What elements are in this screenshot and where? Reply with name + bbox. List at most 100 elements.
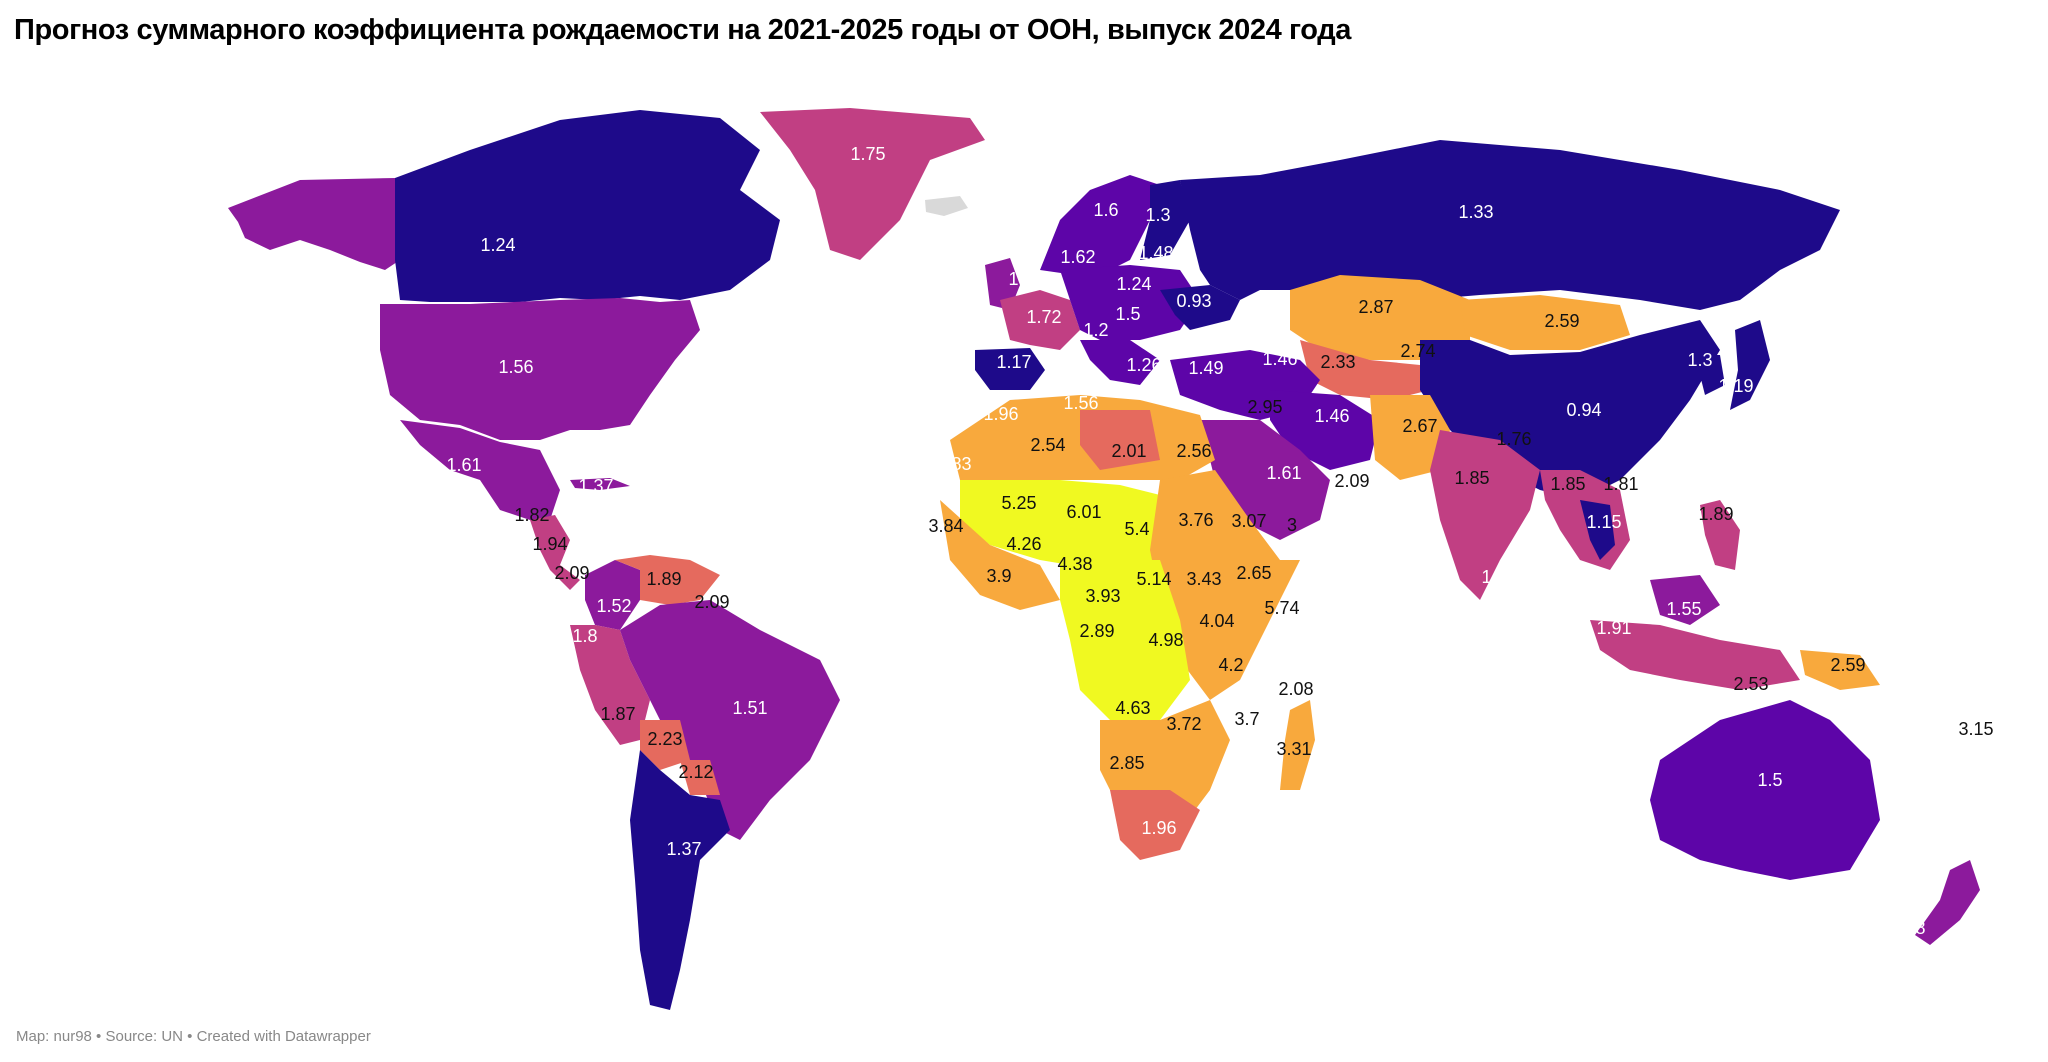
region-shape-uk[interactable] — [985, 258, 1020, 310]
region-shape-greenland[interactable] — [760, 108, 985, 260]
region-shape-central-asia[interactable] — [1300, 340, 1430, 400]
region-shape-cuba[interactable] — [570, 478, 630, 490]
region-shape-philippines[interactable] — [1700, 500, 1740, 570]
region-label: 1.56 — [1924, 670, 1959, 690]
region-label: 4.04 — [1199, 611, 1234, 631]
region-label: 4.63 — [1115, 698, 1150, 718]
region-label: 1.3 — [1687, 350, 1712, 370]
region-label: 5.74 — [1264, 598, 1299, 618]
region-label: 1.48 — [1138, 243, 1173, 263]
region-label: 1.37 — [666, 839, 701, 859]
region-shape-madagascar[interactable] — [1280, 700, 1315, 790]
region-label: 4.2 — [1218, 655, 1243, 675]
region-label: 3.93 — [1085, 586, 1120, 606]
region-label: 1.85 — [1454, 468, 1489, 488]
region-shape-venezuela[interactable] — [615, 555, 720, 605]
map-labels: 1.75 1.24 1.56 1.61 1.37 1.82 1.94 2.09 … — [446, 144, 1993, 938]
region-shape-australia[interactable] — [1650, 700, 1880, 880]
region-label: 2.59 — [1830, 655, 1865, 675]
region-shape-finland[interactable] — [1140, 180, 1190, 260]
region-shape-alaska[interactable] — [228, 178, 400, 270]
region-label: 5.14 — [1136, 569, 1171, 589]
region-label: 1.19 — [1718, 376, 1753, 396]
region-shape-brazil[interactable] — [620, 600, 840, 840]
region-shape-argentina-chile[interactable] — [630, 750, 730, 1010]
region-label: 1.15 — [1586, 512, 1621, 532]
region-label: 3.9 — [986, 566, 1011, 586]
region-label: 2.08 — [1278, 679, 1313, 699]
region-label: 1.45 — [1008, 269, 1043, 289]
region-shape-west-africa[interactable] — [940, 500, 1060, 610]
region-label: 2.87 — [1358, 297, 1393, 317]
region-label: 1.7 — [1481, 567, 1506, 587]
region-shape-canada[interactable] — [395, 110, 780, 302]
region-label: 2.74 — [1400, 341, 1435, 361]
region-label: 1.96 — [1141, 818, 1176, 838]
region-label: 1.56 — [498, 357, 533, 377]
region-shape-arabia[interactable] — [1200, 420, 1330, 540]
region-shape-libya[interactable] — [1080, 410, 1160, 470]
region-shape-mongolia[interactable] — [1460, 295, 1630, 350]
region-shape-bolivia[interactable] — [640, 720, 690, 770]
region-label: 1.3 — [1145, 205, 1170, 225]
region-shape-central-europe[interactable] — [1060, 265, 1200, 340]
region-shape-new-guinea[interactable] — [1800, 650, 1880, 690]
region-label: 1.46 — [1314, 406, 1349, 426]
region-label: 2.09 — [554, 563, 589, 583]
region-shape-italy-balkans[interactable] — [1080, 340, 1160, 385]
region-label: 1.5 — [1115, 304, 1140, 324]
region-shape-paraguay[interactable] — [680, 760, 720, 795]
region-label: 2.56 — [1176, 441, 1211, 461]
region-shape-usa[interactable] — [380, 298, 700, 440]
region-shape-kazakhstan[interactable] — [1290, 275, 1470, 360]
region-shape-pakistan-afghanistan[interactable] — [1370, 395, 1450, 480]
region-shape-iceland[interactable] — [925, 196, 968, 216]
region-label: 1.58 — [1890, 918, 1925, 938]
region-label: 1.2 — [1083, 320, 1108, 340]
region-shape-central-america[interactable] — [530, 515, 580, 590]
region-shape-sahel[interactable] — [960, 480, 1180, 570]
region-label: 4.98 — [1148, 630, 1183, 650]
region-shape-ukraine[interactable] — [1160, 285, 1240, 330]
region-shape-scandinavia[interactable] — [1040, 175, 1160, 275]
region-label: 1.49 — [1188, 358, 1223, 378]
region-label: 1.26 — [1126, 355, 1161, 375]
region-label: 4.26 — [1006, 534, 1041, 554]
region-label: 1.96 — [983, 404, 1018, 424]
region-label: 1.62 — [1060, 247, 1095, 267]
region-shape-japan[interactable] — [1730, 320, 1770, 410]
region-label: 1.5 — [1757, 770, 1782, 790]
region-shape-iberia[interactable] — [975, 348, 1045, 390]
region-label: 2.23 — [647, 729, 682, 749]
region-label: 3.15 — [1958, 719, 1993, 739]
region-label: 1.81 — [1603, 474, 1638, 494]
region-label: 1.51 — [732, 698, 767, 718]
region-shape-colombia[interactable] — [585, 560, 640, 630]
region-label: 2.59 — [1544, 311, 1579, 331]
region-label: 1.56 — [1063, 393, 1098, 413]
region-shape-indonesia[interactable] — [1590, 620, 1800, 690]
region-label: 1.17 — [996, 352, 1031, 372]
region-shape-borneo[interactable] — [1650, 575, 1720, 625]
region-shape-western-europe[interactable] — [1000, 290, 1080, 350]
region-shape-new-zealand[interactable] — [1915, 860, 1980, 945]
region-label: 1.94 — [532, 534, 567, 554]
region-shape-thailand[interactable] — [1580, 500, 1615, 560]
region-label: 2.53 — [1733, 674, 1768, 694]
region-label: 1.87 — [600, 704, 635, 724]
region-shape-india[interactable] — [1430, 430, 1540, 600]
region-shape-ecuador-peru[interactable] — [570, 625, 650, 745]
region-label: 2.12 — [678, 762, 713, 782]
region-shape-russia[interactable] — [1180, 140, 1840, 310]
region-label: 2.95 — [1247, 397, 1282, 417]
region-label: 3 — [1287, 515, 1297, 535]
region-label: 3.7 — [1234, 709, 1259, 729]
region-shape-mexico[interactable] — [400, 420, 560, 520]
region-shape-east-africa[interactable] — [1150, 470, 1300, 700]
region-shape-south-africa[interactable] — [1110, 790, 1200, 860]
region-label: 2.65 — [1236, 563, 1271, 583]
region-shape-central-africa[interactable] — [1060, 560, 1190, 720]
region-label: 0.79 — [1678, 459, 1713, 479]
region-shape-korea[interactable] — [1695, 355, 1725, 395]
